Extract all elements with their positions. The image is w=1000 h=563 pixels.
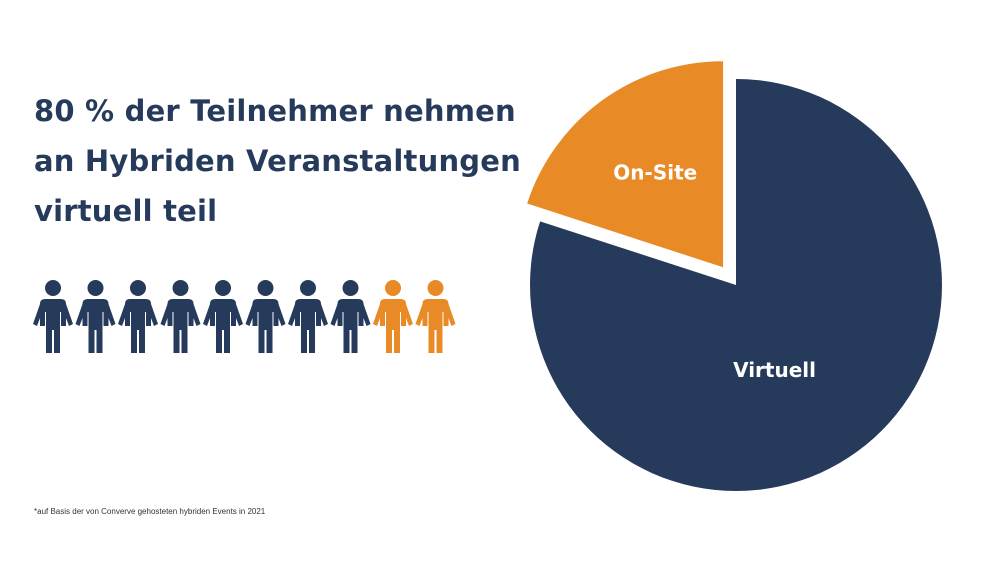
person-icon-virtual [118,280,158,353]
person-icon-virtual [330,280,371,353]
person-icon-virtual [245,280,286,353]
headline-line-3: virtuell teil [34,194,218,228]
pie-slice-on-site [527,61,724,268]
footnote: *auf Basis der von Converve gehosteten h… [34,507,266,516]
person-icon-onsite [415,280,456,353]
participants-pictogram [33,280,456,353]
pie-label-virtuell: Virtuell [733,358,816,382]
pie-chart: Virtuell On-Site [527,61,942,491]
headline-line-1: 80 % der Teilnehmer nehmen [34,94,516,128]
person-icon-virtual [75,280,116,353]
pie-slice-virtuell [530,79,942,491]
person-icon-virtual [33,280,73,353]
person-icon-virtual [203,280,243,353]
person-icon-virtual [288,280,328,353]
headline: 80 % der Teilnehmer nehmen an Hybriden V… [34,86,521,236]
headline-line-2: an Hybriden Veranstaltungen [34,144,521,178]
pie-label-on-site: On-Site [613,160,697,184]
person-icon-onsite [373,280,413,353]
person-icon-virtual [160,280,201,353]
